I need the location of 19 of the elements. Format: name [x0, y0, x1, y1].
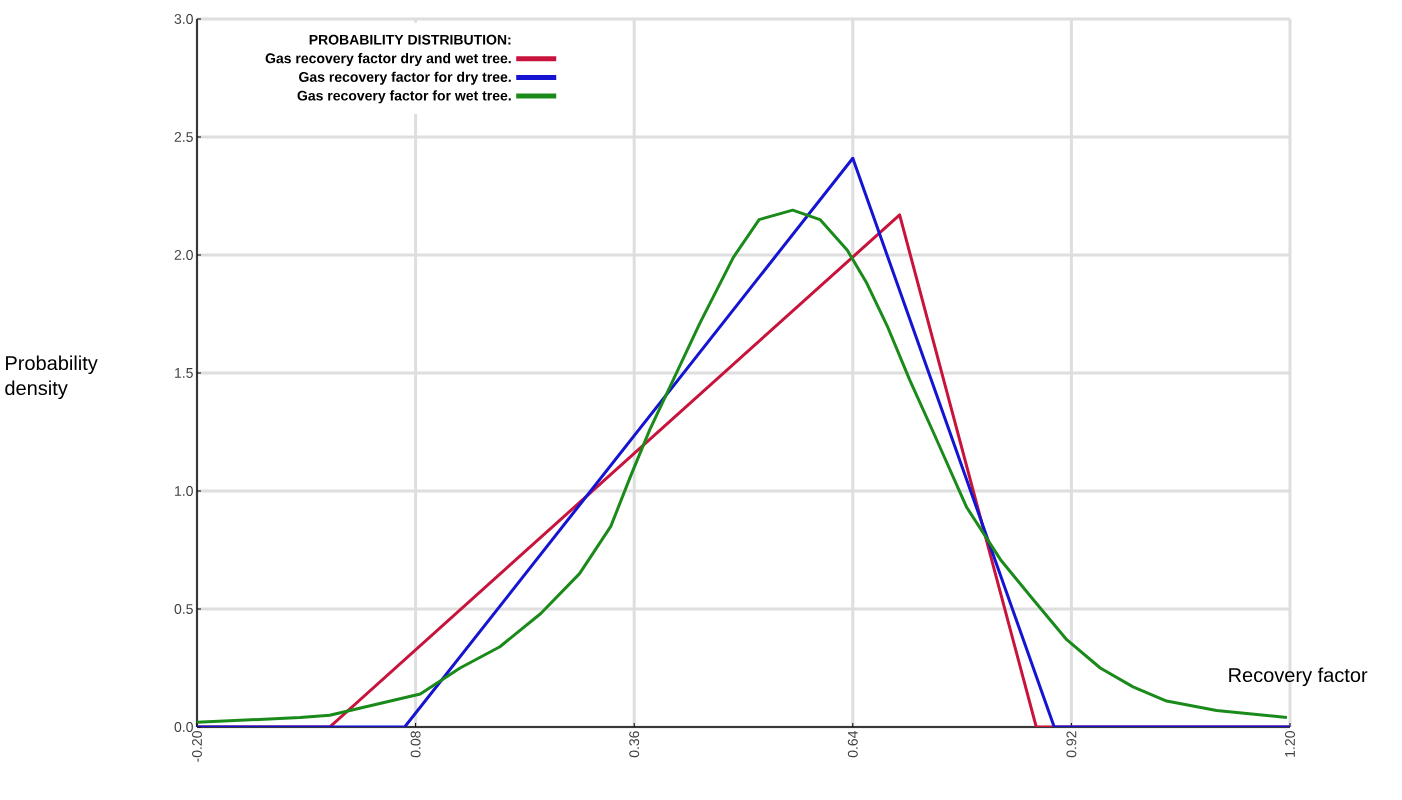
x-tick-label: 0.64	[847, 730, 858, 758]
x-tick-label: 0.36	[629, 731, 640, 758]
y-tick-label: 3.0	[174, 14, 193, 24]
legend-label: Gas recovery factor dry and wet tree.	[265, 53, 511, 67]
x-tick-label: -0.20	[192, 731, 202, 762]
y-tick-label: 0.5	[174, 604, 193, 614]
y-axis-title: Probability density	[5, 355, 98, 400]
y-tick-label: 1.0	[175, 486, 193, 496]
legend-label: Gas recovery factor for dry tree.	[299, 71, 511, 85]
legend-label: Gas recovery factor for wet tree.	[297, 90, 511, 104]
y-tick-label: 2.0	[174, 250, 193, 260]
y-tick-label: 0.0	[174, 722, 193, 732]
x-axis-title: Recovery factor	[1229, 667, 1368, 687]
y-tick-label: 1.5	[175, 368, 193, 378]
x-tick-label: 0.08	[410, 731, 421, 758]
x-tick-label: 1.20	[1285, 731, 1295, 757]
y-tick-label: 2.5	[174, 132, 193, 142]
legend-title: PROBABILITY DISTRIBUTION:	[309, 34, 511, 45]
x-tick-label: 0.92	[1066, 731, 1077, 758]
